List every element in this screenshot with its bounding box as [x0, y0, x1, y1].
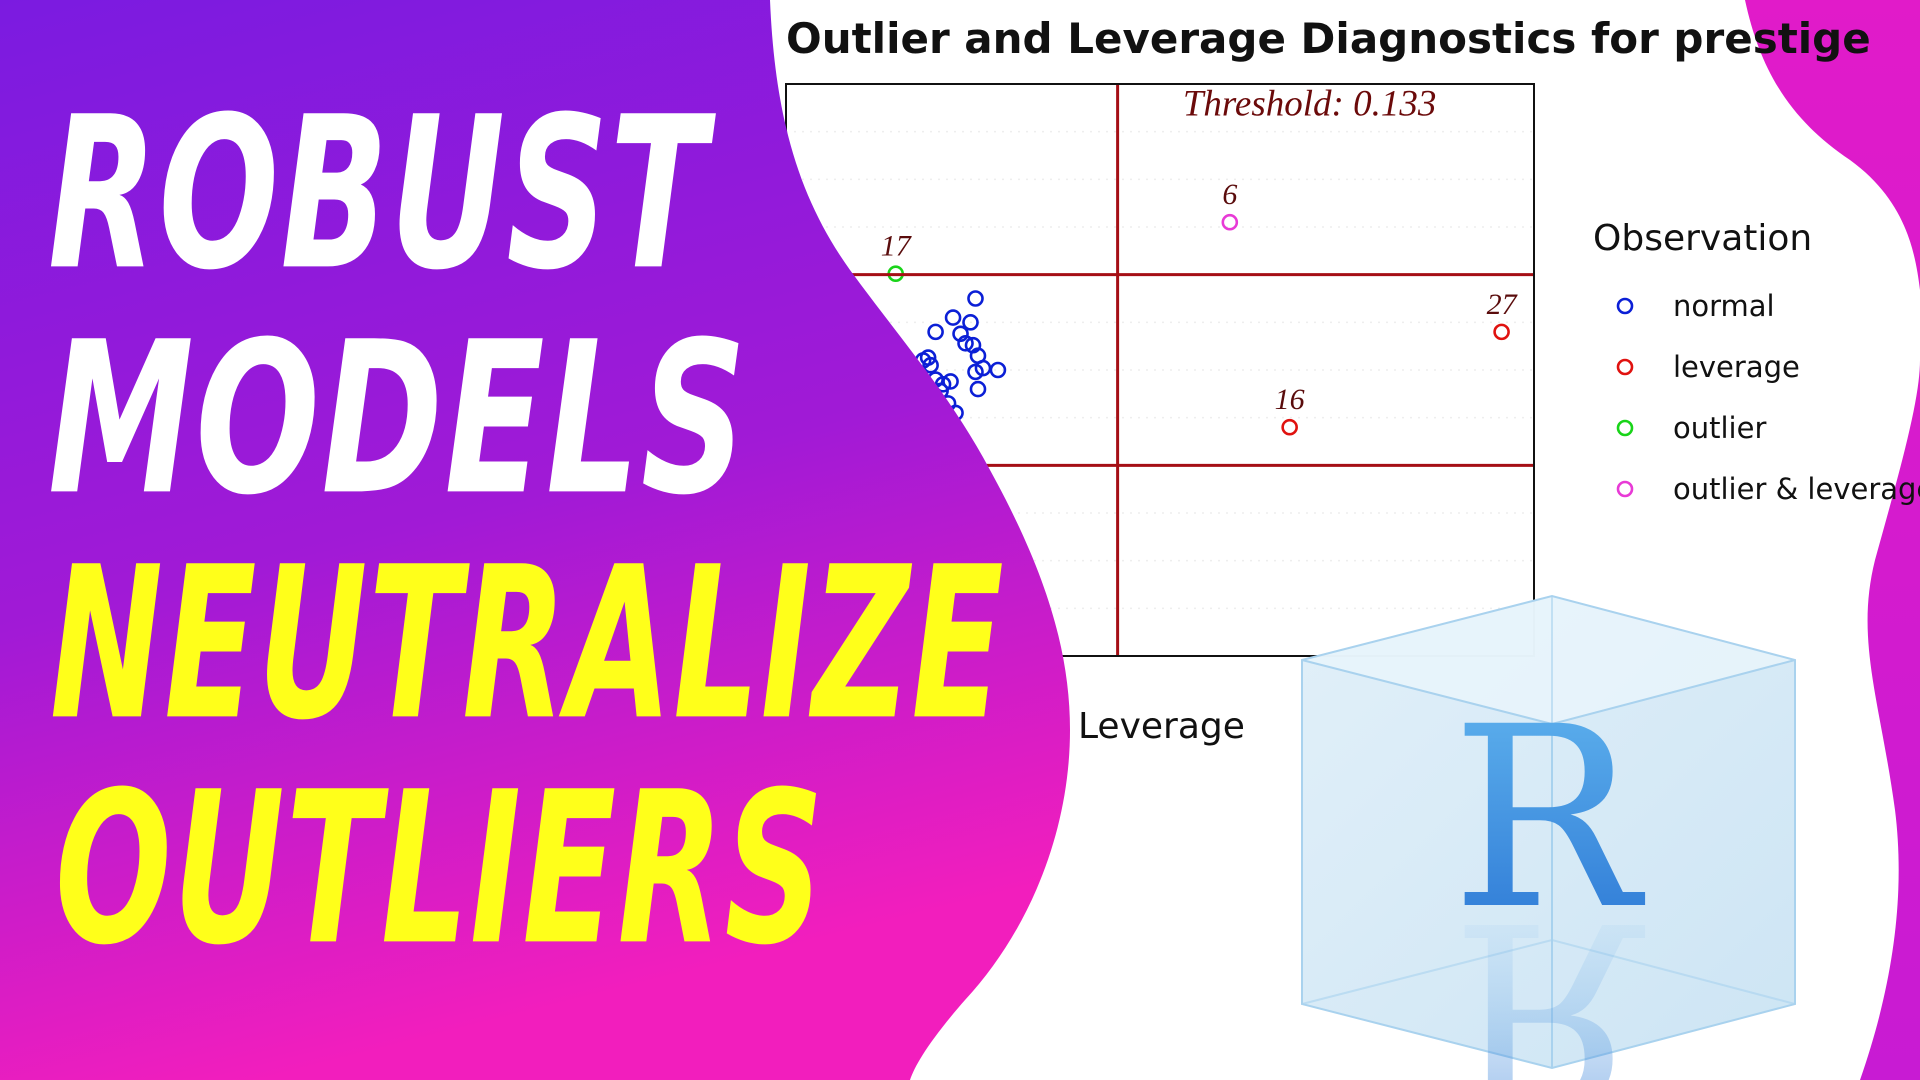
legend-marker: [1616, 297, 1634, 315]
point-label: 27: [1487, 288, 1519, 321]
point-label: 6: [1222, 178, 1237, 211]
data-point-normal: [967, 290, 984, 307]
data-point-normal: [957, 335, 974, 352]
data-point-normal: [952, 325, 969, 343]
x-axis-label: Leverage: [1078, 706, 1245, 747]
data-point-normal: [989, 361, 1007, 379]
legend-marker: [1616, 480, 1634, 498]
legend-label: normal: [1673, 289, 1775, 323]
data-point-leverage: [1281, 418, 1298, 436]
data-point-normal: [919, 349, 937, 366]
data-point-normal: [969, 380, 987, 398]
data-point-normal: [927, 323, 944, 341]
point-label: 17: [881, 230, 913, 263]
data-point-normal: [944, 309, 962, 326]
legend-label: outlier: [1673, 411, 1766, 445]
right-decor-shape: [1745, 0, 1920, 1080]
data-point-normal: [934, 375, 952, 393]
r-logo-cube: [1301, 594, 1796, 1070]
legend-marker: [1616, 419, 1634, 437]
point-label: 16: [1275, 383, 1305, 416]
data-point-normal: [962, 314, 979, 331]
chart-title: Outlier and Leverage Diagnostics for pre…: [786, 14, 1871, 63]
data-point-outlier-leverage: [1221, 213, 1239, 231]
legend-title: Observation: [1593, 218, 1812, 259]
headline-panel: [0, 0, 1070, 1080]
legend: Observation normal leverage outlier outlier …: [1593, 218, 1920, 506]
chart-points: 17 6 27 16: [881, 178, 1519, 436]
legend-label: outlier & leverage: [1673, 472, 1920, 506]
data-point-normal: [967, 363, 984, 381]
r-logo-letter: R: [1451, 673, 1646, 964]
r-logo-reflection: R: [1451, 866, 1646, 1080]
threshold-label: Threshold: 0.133: [1183, 83, 1437, 124]
data-point-normal: [942, 373, 959, 390]
diagnostics-chart: 17 6 27 16 Threshold: 0.133 Observation norm…: [785, 83, 1920, 657]
data-point-normal: [922, 356, 939, 374]
legend-label: leverage: [1673, 350, 1800, 384]
legend-marker: [1616, 358, 1634, 376]
data-point-leverage: [1493, 323, 1510, 341]
